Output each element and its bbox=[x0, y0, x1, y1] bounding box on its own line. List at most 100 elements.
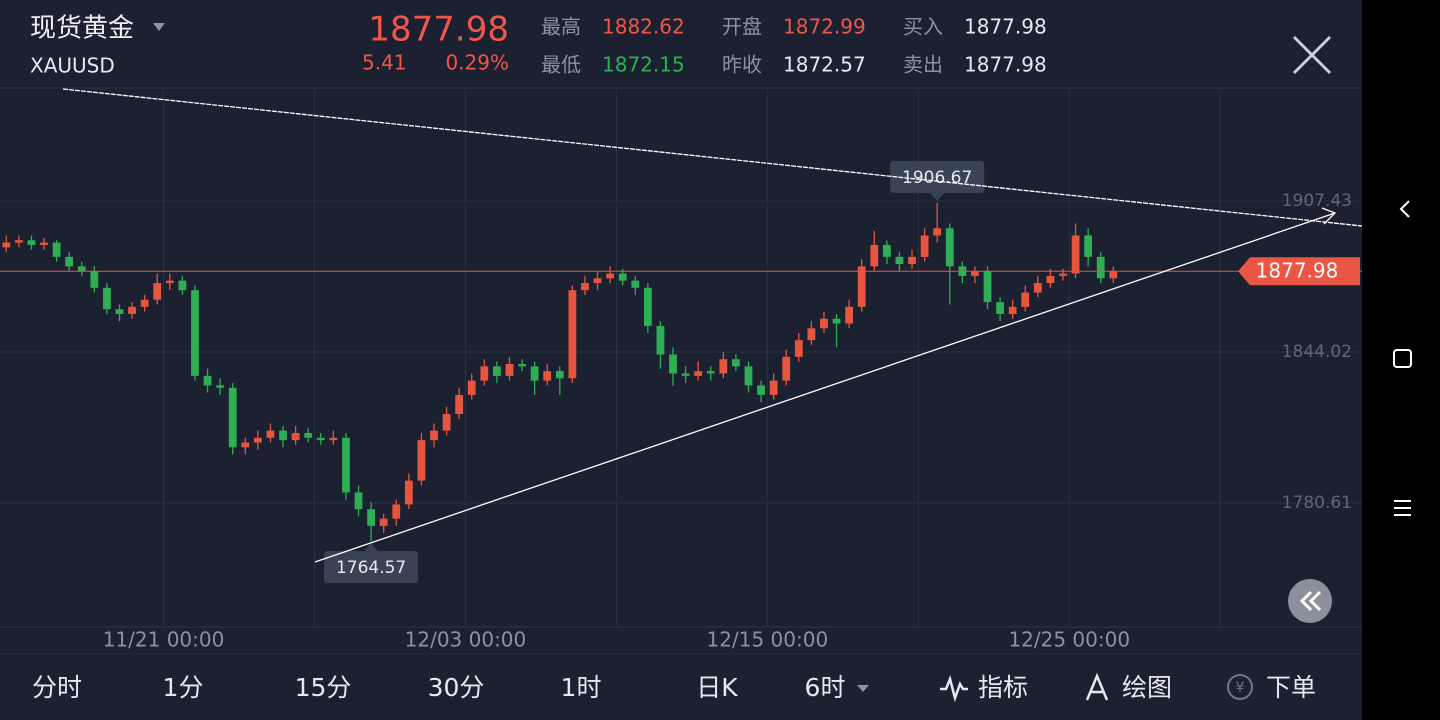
candle-body bbox=[492, 366, 501, 376]
candle-body bbox=[568, 290, 577, 379]
candle-body bbox=[304, 433, 313, 438]
candle-body bbox=[530, 366, 539, 381]
callout-pointer bbox=[364, 543, 379, 552]
menu-button[interactable] bbox=[1394, 500, 1411, 516]
candle-body bbox=[669, 354, 677, 374]
trend-arrow bbox=[1321, 207, 1337, 225]
stat-label: 开盘 bbox=[722, 15, 762, 39]
candle-body bbox=[543, 371, 552, 381]
x-tick-label: 11/21 00:00 bbox=[103, 628, 225, 652]
candle-body bbox=[820, 318, 828, 329]
tab[interactable]: 15分 bbox=[295, 673, 352, 702]
candle-body bbox=[191, 290, 199, 376]
title[interactable]: 现货黄金 bbox=[30, 14, 134, 44]
tab[interactable]: 下单 bbox=[1266, 673, 1316, 702]
stat-value: 1872.57 bbox=[783, 53, 866, 77]
tab[interactable]: 1分 bbox=[163, 673, 204, 702]
indicator-icon bbox=[940, 675, 968, 703]
tab[interactable]: 日K bbox=[696, 673, 738, 702]
tab[interactable]: 分时 bbox=[32, 673, 82, 702]
callout-label: 1906.67 bbox=[902, 168, 972, 188]
candle-body bbox=[832, 318, 841, 324]
candle-body bbox=[367, 509, 375, 526]
draw-icon bbox=[1085, 672, 1109, 701]
candle-body bbox=[882, 244, 891, 257]
candle-body bbox=[945, 228, 954, 267]
candle-body bbox=[77, 266, 86, 272]
stat-label: 最低 bbox=[541, 53, 581, 77]
candle-body bbox=[908, 256, 916, 265]
candle-body bbox=[920, 235, 929, 257]
back-button[interactable] bbox=[1399, 200, 1410, 218]
candle-body bbox=[933, 228, 942, 236]
close-button[interactable] bbox=[1292, 35, 1332, 75]
candle-body bbox=[266, 430, 275, 438]
candle-body bbox=[895, 256, 904, 265]
change: 5.41 bbox=[362, 51, 407, 75]
candle-body bbox=[115, 309, 124, 314]
trend-line bbox=[62, 88, 1363, 227]
candle-body bbox=[316, 437, 325, 441]
candle-body bbox=[1021, 292, 1030, 307]
candle-body bbox=[505, 363, 514, 376]
dropdown-icon[interactable] bbox=[153, 23, 165, 31]
candle-body bbox=[480, 366, 489, 381]
tab[interactable]: 1时 bbox=[561, 673, 602, 702]
candle-body bbox=[342, 437, 350, 493]
home-button[interactable] bbox=[1393, 349, 1412, 368]
candle-body bbox=[794, 340, 803, 357]
candle-body bbox=[1033, 283, 1042, 293]
candle-body bbox=[757, 385, 765, 395]
candle-body bbox=[228, 387, 237, 448]
candle-body bbox=[631, 280, 640, 288]
symbol: XAUUSD bbox=[30, 54, 115, 78]
candle-body bbox=[1059, 273, 1067, 276]
candle-body bbox=[253, 437, 262, 443]
tab[interactable]: 6时 bbox=[805, 673, 846, 702]
candle-body bbox=[1071, 235, 1080, 274]
stat-label: 昨收 bbox=[722, 53, 762, 77]
tab[interactable]: 30分 bbox=[428, 673, 485, 702]
candle-body bbox=[216, 385, 225, 388]
candle-body bbox=[417, 440, 426, 481]
x-tick-label: 12/15 00:00 bbox=[707, 628, 829, 652]
candle-body bbox=[128, 306, 136, 314]
candle-body bbox=[1084, 235, 1093, 257]
candle-body bbox=[90, 271, 99, 288]
candle-body bbox=[430, 430, 438, 441]
candle-body bbox=[694, 371, 703, 376]
price-tag-label: 1877.98 bbox=[1256, 259, 1339, 283]
candle-body bbox=[606, 273, 615, 279]
candle-body bbox=[65, 256, 74, 267]
candle-body bbox=[857, 266, 866, 307]
candle-body bbox=[983, 271, 992, 303]
candle-body bbox=[706, 371, 715, 374]
candle-body bbox=[329, 437, 338, 441]
candle-body bbox=[404, 480, 413, 505]
candle-body bbox=[455, 394, 464, 414]
stat-value: 1877.98 bbox=[964, 15, 1047, 39]
stat-label: 卖出 bbox=[903, 53, 943, 77]
tab[interactable]: 绘图 bbox=[1122, 673, 1172, 702]
y-tick-label: 1907.43 bbox=[1282, 191, 1352, 211]
order-icon bbox=[1227, 674, 1253, 700]
candle-body bbox=[2, 242, 11, 248]
tab[interactable]: 指标 bbox=[978, 673, 1028, 702]
candle-body bbox=[14, 240, 23, 243]
candle-body bbox=[996, 302, 1004, 314]
candle-body bbox=[555, 371, 564, 379]
candle-body bbox=[518, 363, 526, 367]
stat-label: 最高 bbox=[541, 15, 581, 39]
tab-bar: 分时 1分 15分 30分 1时 日K 6时 指标 绘图 下单 bbox=[32, 673, 1316, 702]
x-tick-label: 12/03 00:00 bbox=[405, 628, 527, 652]
candle-body bbox=[27, 240, 36, 245]
candle-body bbox=[581, 283, 589, 291]
candle-body bbox=[618, 273, 627, 281]
candle-body bbox=[153, 283, 162, 300]
tab-dropdown[interactable] bbox=[857, 685, 869, 692]
date-axis bbox=[0, 627, 1362, 653]
candle-body bbox=[140, 299, 149, 307]
nav-bar bbox=[1362, 0, 1440, 720]
